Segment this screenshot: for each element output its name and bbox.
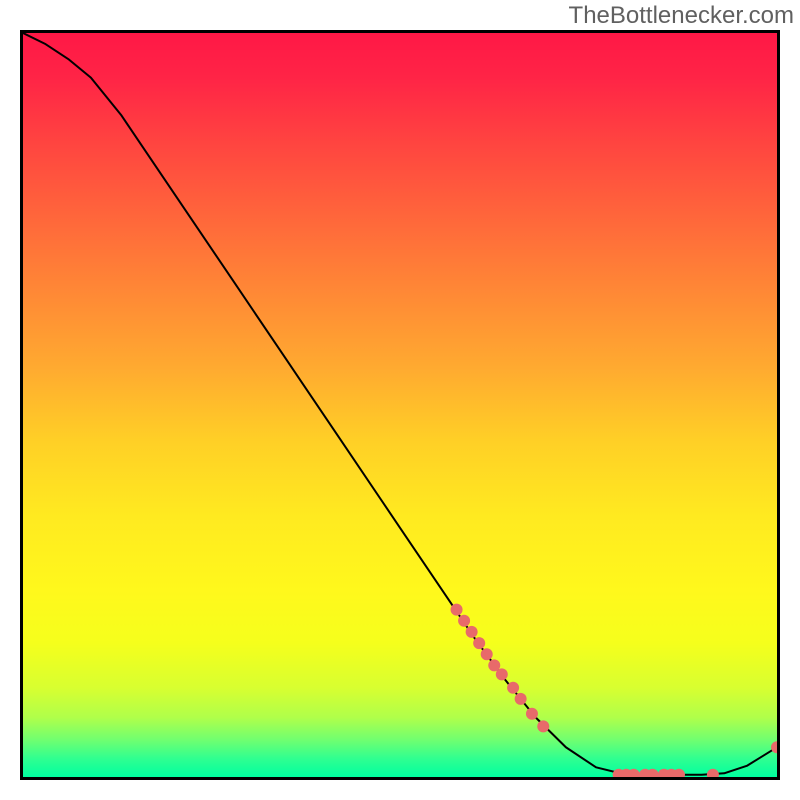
plot-area [20, 30, 780, 780]
watermark-text: TheBottlenecker.com [569, 2, 794, 30]
chart-svg [23, 33, 777, 777]
marker-dot [473, 637, 485, 649]
marker-dot [537, 720, 549, 732]
marker-dot [507, 682, 519, 694]
marker-dot [458, 615, 470, 627]
gradient-background [23, 33, 777, 777]
marker-dot [451, 604, 463, 616]
marker-dot [466, 626, 478, 638]
marker-dot [515, 693, 527, 705]
marker-dot [496, 668, 508, 680]
marker-dot [526, 708, 538, 720]
chart-container: TheBottlenecker.com [0, 0, 800, 800]
marker-dot [481, 648, 493, 660]
